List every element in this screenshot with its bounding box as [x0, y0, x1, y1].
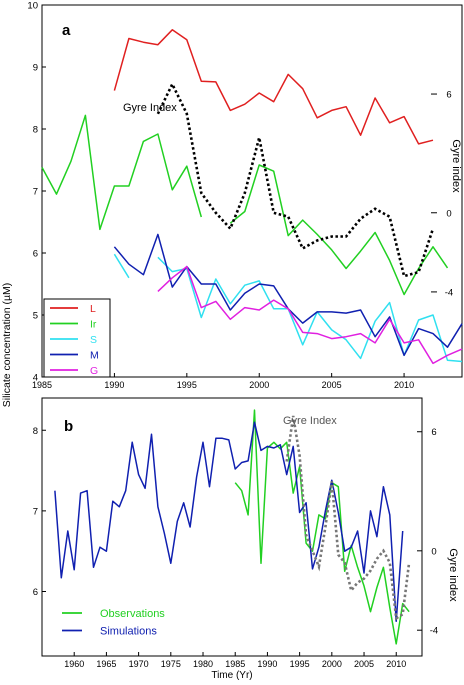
- shared-y-axis-label: Silicate concentration (µM): [1, 283, 13, 408]
- legend-label: G: [90, 365, 98, 377]
- y-tick-label: 9: [33, 63, 38, 74]
- right-y-tick-label: 6: [431, 427, 436, 438]
- panel-b-legend: Observations Simulations: [62, 608, 165, 638]
- legend-label: M: [90, 350, 99, 362]
- series-line-observations: [234, 409, 410, 645]
- panel-b-gyre-label: Gyre Index: [283, 415, 337, 427]
- y-tick-label: 6: [33, 587, 38, 598]
- legend-label: Simulations: [100, 626, 157, 638]
- legend-label: S: [90, 334, 97, 346]
- panel-b-frame: [41, 397, 423, 657]
- right-y-tick-label: 0: [431, 546, 436, 557]
- legend-box: [43, 298, 111, 378]
- x-tick-label: 1975: [161, 659, 181, 669]
- right-y-tick-label: 6: [446, 90, 451, 101]
- y-tick-label: 6: [33, 249, 38, 260]
- y-tick-label: 8: [33, 125, 38, 136]
- y-tick-label: 7: [33, 506, 38, 517]
- series-line-l: [113, 29, 434, 145]
- panel-a-right-axis-label: Gyre index: [450, 139, 462, 193]
- series-line-m: [113, 233, 463, 357]
- right-y-tick-label: -4: [445, 287, 453, 298]
- x-tick-label: 1965: [96, 659, 116, 669]
- legend-label: Ir: [90, 319, 97, 331]
- series-line-simulations: [54, 421, 404, 623]
- right-y-tick-label: -4: [430, 626, 438, 637]
- panel-b-x-axis-label: Time (Yr): [211, 670, 252, 681]
- x-tick-label: 1980: [193, 659, 213, 669]
- x-tick-label: 1990: [104, 380, 124, 390]
- panel-b-right-axis-label: Gyre index: [447, 548, 459, 602]
- panel-a-legend: L Ir SMG: [43, 298, 111, 378]
- y-tick-label: 5: [33, 311, 38, 322]
- x-tick-label: 1995: [177, 380, 197, 390]
- panel-b-letter: b: [64, 418, 73, 435]
- series-line-s: [113, 253, 463, 363]
- series-line-g: [157, 265, 463, 365]
- x-tick-label: 2010: [386, 659, 406, 669]
- right-y-tick-label: 0: [446, 208, 451, 219]
- panel-a-marks: 1985 1990 1995 2000 2005 2010 4 5 6 7 8 9 10 6 0 -4: [27, 1, 463, 390]
- series-line-gyre-index: [156, 81, 435, 278]
- panel-a: a Gyre index 1985 1990 1995 2000 2005 2010 4 5 6…: [27, 1, 463, 390]
- y-tick-label: 8: [33, 426, 38, 437]
- x-tick-label: 1995: [290, 659, 310, 669]
- x-tick-label: 2005: [354, 659, 374, 669]
- y-tick-label: 4: [33, 373, 38, 384]
- panel-b-marks: 1960 1965 1970 1975 1980 1985 1990 1995 2000 2005…: [33, 409, 438, 669]
- x-tick-label: 1960: [64, 659, 84, 669]
- series-line-ir: [41, 114, 449, 296]
- x-tick-label: 1990: [257, 659, 277, 669]
- panel-b: b Gyre index Time (Yr) 1960 1965 1970 1975 1…: [33, 397, 459, 681]
- y-tick-label: 7: [33, 187, 38, 198]
- x-tick-label: 1985: [225, 659, 245, 669]
- legend-label: L: [90, 303, 96, 315]
- x-tick-label: 2000: [249, 380, 269, 390]
- x-tick-label: 2010: [394, 380, 414, 390]
- panel-a-letter: a: [62, 22, 71, 39]
- x-tick-label: 2000: [322, 659, 342, 669]
- y-tick-label: 10: [27, 1, 38, 12]
- x-tick-label: 2005: [322, 380, 342, 390]
- x-tick-label: 1985: [32, 380, 52, 390]
- series-line-gyre-index: [285, 415, 411, 621]
- x-tick-label: 1970: [129, 659, 149, 669]
- legend-label: Observations: [100, 608, 165, 620]
- panel-a-gyre-label: Gyre Index: [123, 102, 177, 114]
